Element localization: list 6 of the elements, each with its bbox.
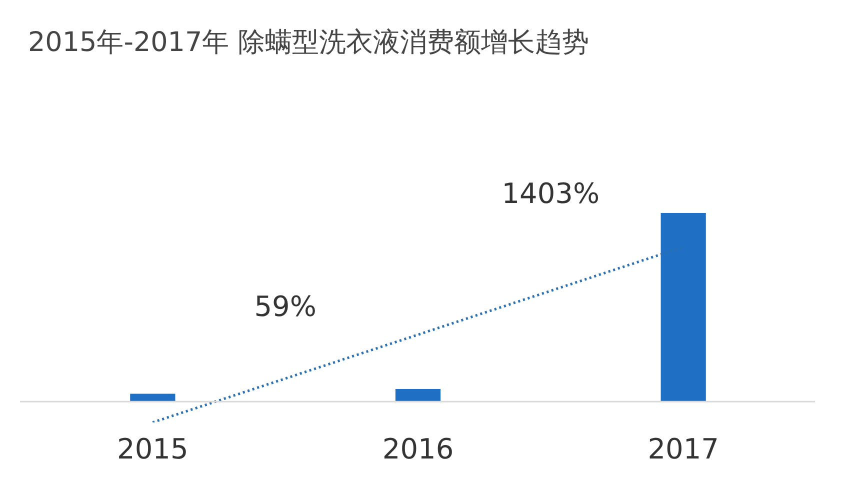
annotation: 59% (254, 290, 316, 323)
text: 1403% (502, 177, 600, 210)
chart-title: 2015年-2017年 除螨型洗衣液消费额增长趋势 (28, 26, 589, 60)
x-tick-label: 2015 (117, 432, 188, 466)
x-tick-label: 2017 (648, 432, 719, 466)
x-tick-label: 2016 (382, 432, 454, 466)
